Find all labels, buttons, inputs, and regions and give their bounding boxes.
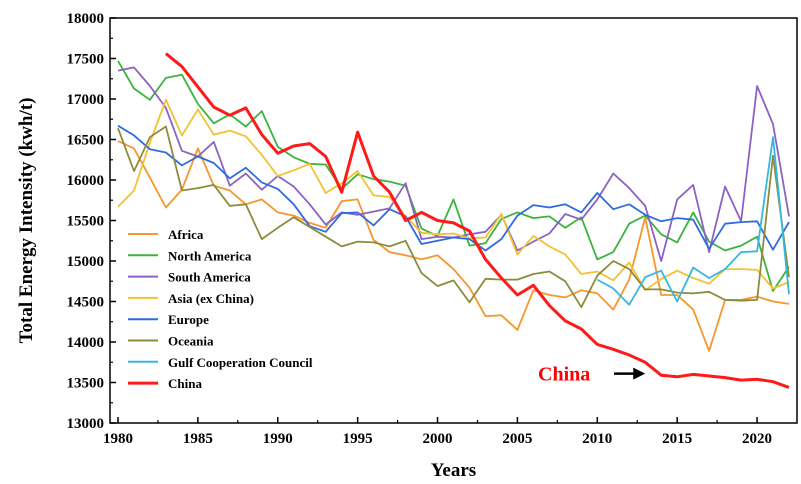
- series-line-south-america: [117, 66, 790, 262]
- legend-label-south-america: South America: [168, 270, 251, 285]
- legend-label-north-america: North America: [168, 248, 252, 263]
- x-tick-label: 1980: [103, 431, 133, 447]
- series-line-europe: [117, 124, 790, 252]
- y-tick-label: 14500: [67, 295, 105, 311]
- china-annotation-label: China: [538, 364, 590, 386]
- x-tick-label: 2020: [742, 431, 772, 447]
- x-axis: 1980 1985 1990 1995 2000 2005 2010 2015 2020: [103, 417, 772, 447]
- x-tick-label: 2000: [423, 431, 453, 447]
- legend-label-europe: Europe: [168, 312, 209, 327]
- legend-label-gulf-cooperation-council: Gulf Cooperation Council: [168, 355, 313, 370]
- y-tick-label: 17000: [67, 92, 105, 108]
- legend: Africa North America South America Asia (ex…: [128, 227, 313, 391]
- x-tick-label: 2005: [502, 431, 532, 447]
- y-tick-label: 16000: [67, 173, 105, 189]
- series-line-asia-ex-china: [117, 98, 790, 292]
- y-tick-label: 16500: [67, 133, 105, 149]
- series-line-africa: [117, 140, 790, 352]
- y-tick-label: 15500: [67, 214, 105, 230]
- y-tick-label: 13000: [67, 416, 105, 432]
- arrow-head: [633, 367, 646, 380]
- legend-label-china: China: [168, 376, 202, 391]
- legend-label-asia-ex-china: Asia (ex China): [168, 291, 254, 306]
- y-axis: 13000 13500 14000 14500 15000 15500 16000 16500…: [67, 11, 116, 432]
- legend-label-oceania: Oceania: [168, 334, 214, 349]
- x-tick-label: 1990: [263, 431, 293, 447]
- series-line-gulf-cooperation-council: [596, 136, 790, 306]
- x-tick-label: 1995: [343, 431, 373, 447]
- y-axis-title: Total Energy Intensity (kwh/t): [16, 98, 37, 344]
- x-tick-label: 2015: [662, 431, 692, 447]
- x-tick-label: 1985: [183, 431, 213, 447]
- series-lines: [117, 52, 790, 389]
- plot-area: 13000 13500 14000 14500 15000 15500 16000 16500…: [67, 11, 798, 447]
- legend-label-africa: Africa: [168, 227, 204, 242]
- x-tick-label: 2010: [582, 431, 612, 447]
- y-tick-label: 17500: [67, 52, 105, 68]
- y-tick-label: 14000: [67, 335, 105, 351]
- x-axis-title: Years: [431, 460, 476, 481]
- y-tick-label: 15000: [67, 254, 105, 270]
- y-tick-label: 18000: [67, 11, 105, 27]
- series-line-china: [164, 52, 790, 389]
- y-tick-label: 13500: [67, 376, 105, 392]
- arrow-right-icon: [614, 367, 646, 380]
- china-annotation: China: [538, 364, 646, 386]
- series-line-oceania: [117, 125, 790, 309]
